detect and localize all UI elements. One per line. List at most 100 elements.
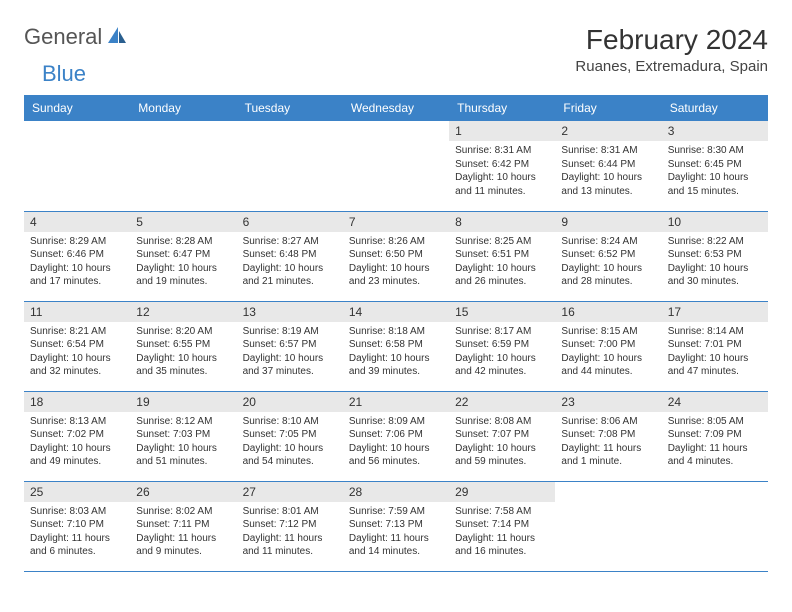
month-title: February 2024: [575, 24, 768, 56]
day-cell: 20 Sunrise: 8:10 AMSunset: 7:05 PMDayligh…: [237, 391, 343, 481]
daylight-text: Daylight: 11 hours and 14 minutes.: [349, 532, 443, 559]
calendar-table: Sunday Monday Tuesday Wednesday Thursday…: [24, 95, 768, 572]
day-info: Sunrise: 8:01 AMSunset: 7:12 PMDaylight:…: [243, 505, 337, 559]
day-number: 15: [449, 302, 555, 322]
day-number: 19: [130, 392, 236, 412]
daylight-text: Daylight: 10 hours and 42 minutes.: [455, 352, 549, 379]
sunrise-text: Sunrise: 8:02 AM: [136, 505, 230, 519]
sunrise-text: Sunrise: 8:03 AM: [30, 505, 124, 519]
sunset-text: Sunset: 6:45 PM: [668, 158, 762, 172]
sunrise-text: Sunrise: 8:14 AM: [668, 325, 762, 339]
day-info: Sunrise: 8:30 AMSunset: 6:45 PMDaylight:…: [668, 144, 762, 198]
day-cell: 25Sunrise: 8:03 AMSunset: 7:10 PMDayligh…: [24, 481, 130, 571]
weekday-monday: Monday: [130, 95, 236, 121]
daylight-text: Daylight: 11 hours and 16 minutes.: [455, 532, 549, 559]
sunset-text: Sunset: 6:44 PM: [561, 158, 655, 172]
weekday-tuesday: Tuesday: [237, 95, 343, 121]
calendar-week-row: 25Sunrise: 8:03 AMSunset: 7:10 PMDayligh…: [24, 481, 768, 571]
weekday-thursday: Thursday: [449, 95, 555, 121]
day-info: Sunrise: 8:25 AMSunset: 6:51 PMDaylight:…: [455, 235, 549, 289]
weekday-header-row: Sunday Monday Tuesday Wednesday Thursday…: [24, 95, 768, 121]
day-number: 20: [237, 392, 343, 412]
sunrise-text: Sunrise: 8:10 AM: [243, 415, 337, 429]
day-cell: 22Sunrise: 8:08 AMSunset: 7:07 PMDayligh…: [449, 391, 555, 481]
sunrise-text: Sunrise: 8:18 AM: [349, 325, 443, 339]
day-cell: 1Sunrise: 8:31 AMSunset: 6:42 PMDaylight…: [449, 121, 555, 211]
sunrise-text: Sunrise: 8:19 AM: [243, 325, 337, 339]
sunset-text: Sunset: 6:50 PM: [349, 248, 443, 262]
daylight-text: Daylight: 10 hours and 15 minutes.: [668, 171, 762, 198]
day-info: Sunrise: 7:59 AMSunset: 7:13 PMDaylight:…: [349, 505, 443, 559]
daylight-text: Daylight: 11 hours and 9 minutes.: [136, 532, 230, 559]
daylight-text: Daylight: 10 hours and 54 minutes.: [243, 442, 337, 469]
sunset-text: Sunset: 7:00 PM: [561, 338, 655, 352]
calendar-week-row: 18Sunrise: 8:13 AMSunset: 7:02 PMDayligh…: [24, 391, 768, 481]
sunset-text: Sunset: 7:13 PM: [349, 518, 443, 532]
day-info: Sunrise: 8:10 AMSunset: 7:05 PMDaylight:…: [243, 415, 337, 469]
daylight-text: Daylight: 10 hours and 26 minutes.: [455, 262, 549, 289]
calendar-week-row: 4Sunrise: 8:29 AMSunset: 6:46 PMDaylight…: [24, 211, 768, 301]
sunset-text: Sunset: 6:59 PM: [455, 338, 549, 352]
day-info: Sunrise: 8:20 AMSunset: 6:55 PMDaylight:…: [136, 325, 230, 379]
day-cell-empty: [24, 121, 130, 211]
daylight-text: Daylight: 10 hours and 28 minutes.: [561, 262, 655, 289]
sunrise-text: Sunrise: 8:28 AM: [136, 235, 230, 249]
sunrise-text: Sunrise: 7:59 AM: [349, 505, 443, 519]
sunset-text: Sunset: 6:42 PM: [455, 158, 549, 172]
sunset-text: Sunset: 7:03 PM: [136, 428, 230, 442]
daylight-text: Daylight: 10 hours and 44 minutes.: [561, 352, 655, 379]
day-cell: 21Sunrise: 8:09 AMSunset: 7:06 PMDayligh…: [343, 391, 449, 481]
day-cell: 17Sunrise: 8:14 AMSunset: 7:01 PMDayligh…: [662, 301, 768, 391]
sunset-text: Sunset: 7:06 PM: [349, 428, 443, 442]
day-info: Sunrise: 8:15 AMSunset: 7:00 PMDaylight:…: [561, 325, 655, 379]
day-info: Sunrise: 8:18 AMSunset: 6:58 PMDaylight:…: [349, 325, 443, 379]
day-cell: 14Sunrise: 8:18 AMSunset: 6:58 PMDayligh…: [343, 301, 449, 391]
sunset-text: Sunset: 7:02 PM: [30, 428, 124, 442]
day-cell: 16Sunrise: 8:15 AMSunset: 7:00 PMDayligh…: [555, 301, 661, 391]
sunset-text: Sunset: 7:12 PM: [243, 518, 337, 532]
day-number: 5: [130, 212, 236, 232]
day-number: 8: [449, 212, 555, 232]
day-number: 17: [662, 302, 768, 322]
day-cell-empty: [237, 121, 343, 211]
sunset-text: Sunset: 6:52 PM: [561, 248, 655, 262]
day-number: 27: [237, 482, 343, 502]
logo-text-general: General: [24, 24, 102, 50]
logo-sail-icon: [106, 25, 128, 50]
sunrise-text: Sunrise: 8:30 AM: [668, 144, 762, 158]
daylight-text: Daylight: 10 hours and 47 minutes.: [668, 352, 762, 379]
sunset-text: Sunset: 6:55 PM: [136, 338, 230, 352]
sunset-text: Sunset: 6:47 PM: [136, 248, 230, 262]
sunset-text: Sunset: 6:51 PM: [455, 248, 549, 262]
sunrise-text: Sunrise: 8:01 AM: [243, 505, 337, 519]
day-cell: 24Sunrise: 8:05 AMSunset: 7:09 PMDayligh…: [662, 391, 768, 481]
day-info: Sunrise: 8:17 AMSunset: 6:59 PMDaylight:…: [455, 325, 549, 379]
day-cell-empty: [662, 481, 768, 571]
sunset-text: Sunset: 7:07 PM: [455, 428, 549, 442]
day-cell: 8 Sunrise: 8:25 AMSunset: 6:51 PMDaylight…: [449, 211, 555, 301]
daylight-text: Daylight: 11 hours and 6 minutes.: [30, 532, 124, 559]
day-cell: 6Sunrise: 8:27 AMSunset: 6:48 PMDaylight…: [237, 211, 343, 301]
day-cell: 10Sunrise: 8:22 AMSunset: 6:53 PMDayligh…: [662, 211, 768, 301]
day-cell: 3Sunrise: 8:30 AMSunset: 6:45 PMDaylight…: [662, 121, 768, 211]
daylight-text: Daylight: 11 hours and 4 minutes.: [668, 442, 762, 469]
calendar-week-row: 1Sunrise: 8:31 AMSunset: 6:42 PMDaylight…: [24, 121, 768, 211]
day-cell: 28Sunrise: 7:59 AMSunset: 7:13 PMDayligh…: [343, 481, 449, 571]
day-cell-empty: [130, 121, 236, 211]
weekday-saturday: Saturday: [662, 95, 768, 121]
weekday-wednesday: Wednesday: [343, 95, 449, 121]
sunrise-text: Sunrise: 8:09 AM: [349, 415, 443, 429]
sunrise-text: Sunrise: 8:08 AM: [455, 415, 549, 429]
day-info: Sunrise: 8:05 AMSunset: 7:09 PMDaylight:…: [668, 415, 762, 469]
sunrise-text: Sunrise: 8:25 AM: [455, 235, 549, 249]
sunrise-text: Sunrise: 7:58 AM: [455, 505, 549, 519]
calendar-body: 1Sunrise: 8:31 AMSunset: 6:42 PMDaylight…: [24, 121, 768, 571]
sunset-text: Sunset: 7:10 PM: [30, 518, 124, 532]
day-cell: 4Sunrise: 8:29 AMSunset: 6:46 PMDaylight…: [24, 211, 130, 301]
day-cell: 9Sunrise: 8:24 AMSunset: 6:52 PMDaylight…: [555, 211, 661, 301]
sunrise-text: Sunrise: 8:31 AM: [455, 144, 549, 158]
sunrise-text: Sunrise: 8:15 AM: [561, 325, 655, 339]
daylight-text: Daylight: 10 hours and 49 minutes.: [30, 442, 124, 469]
day-info: Sunrise: 8:06 AMSunset: 7:08 PMDaylight:…: [561, 415, 655, 469]
sunset-text: Sunset: 6:48 PM: [243, 248, 337, 262]
